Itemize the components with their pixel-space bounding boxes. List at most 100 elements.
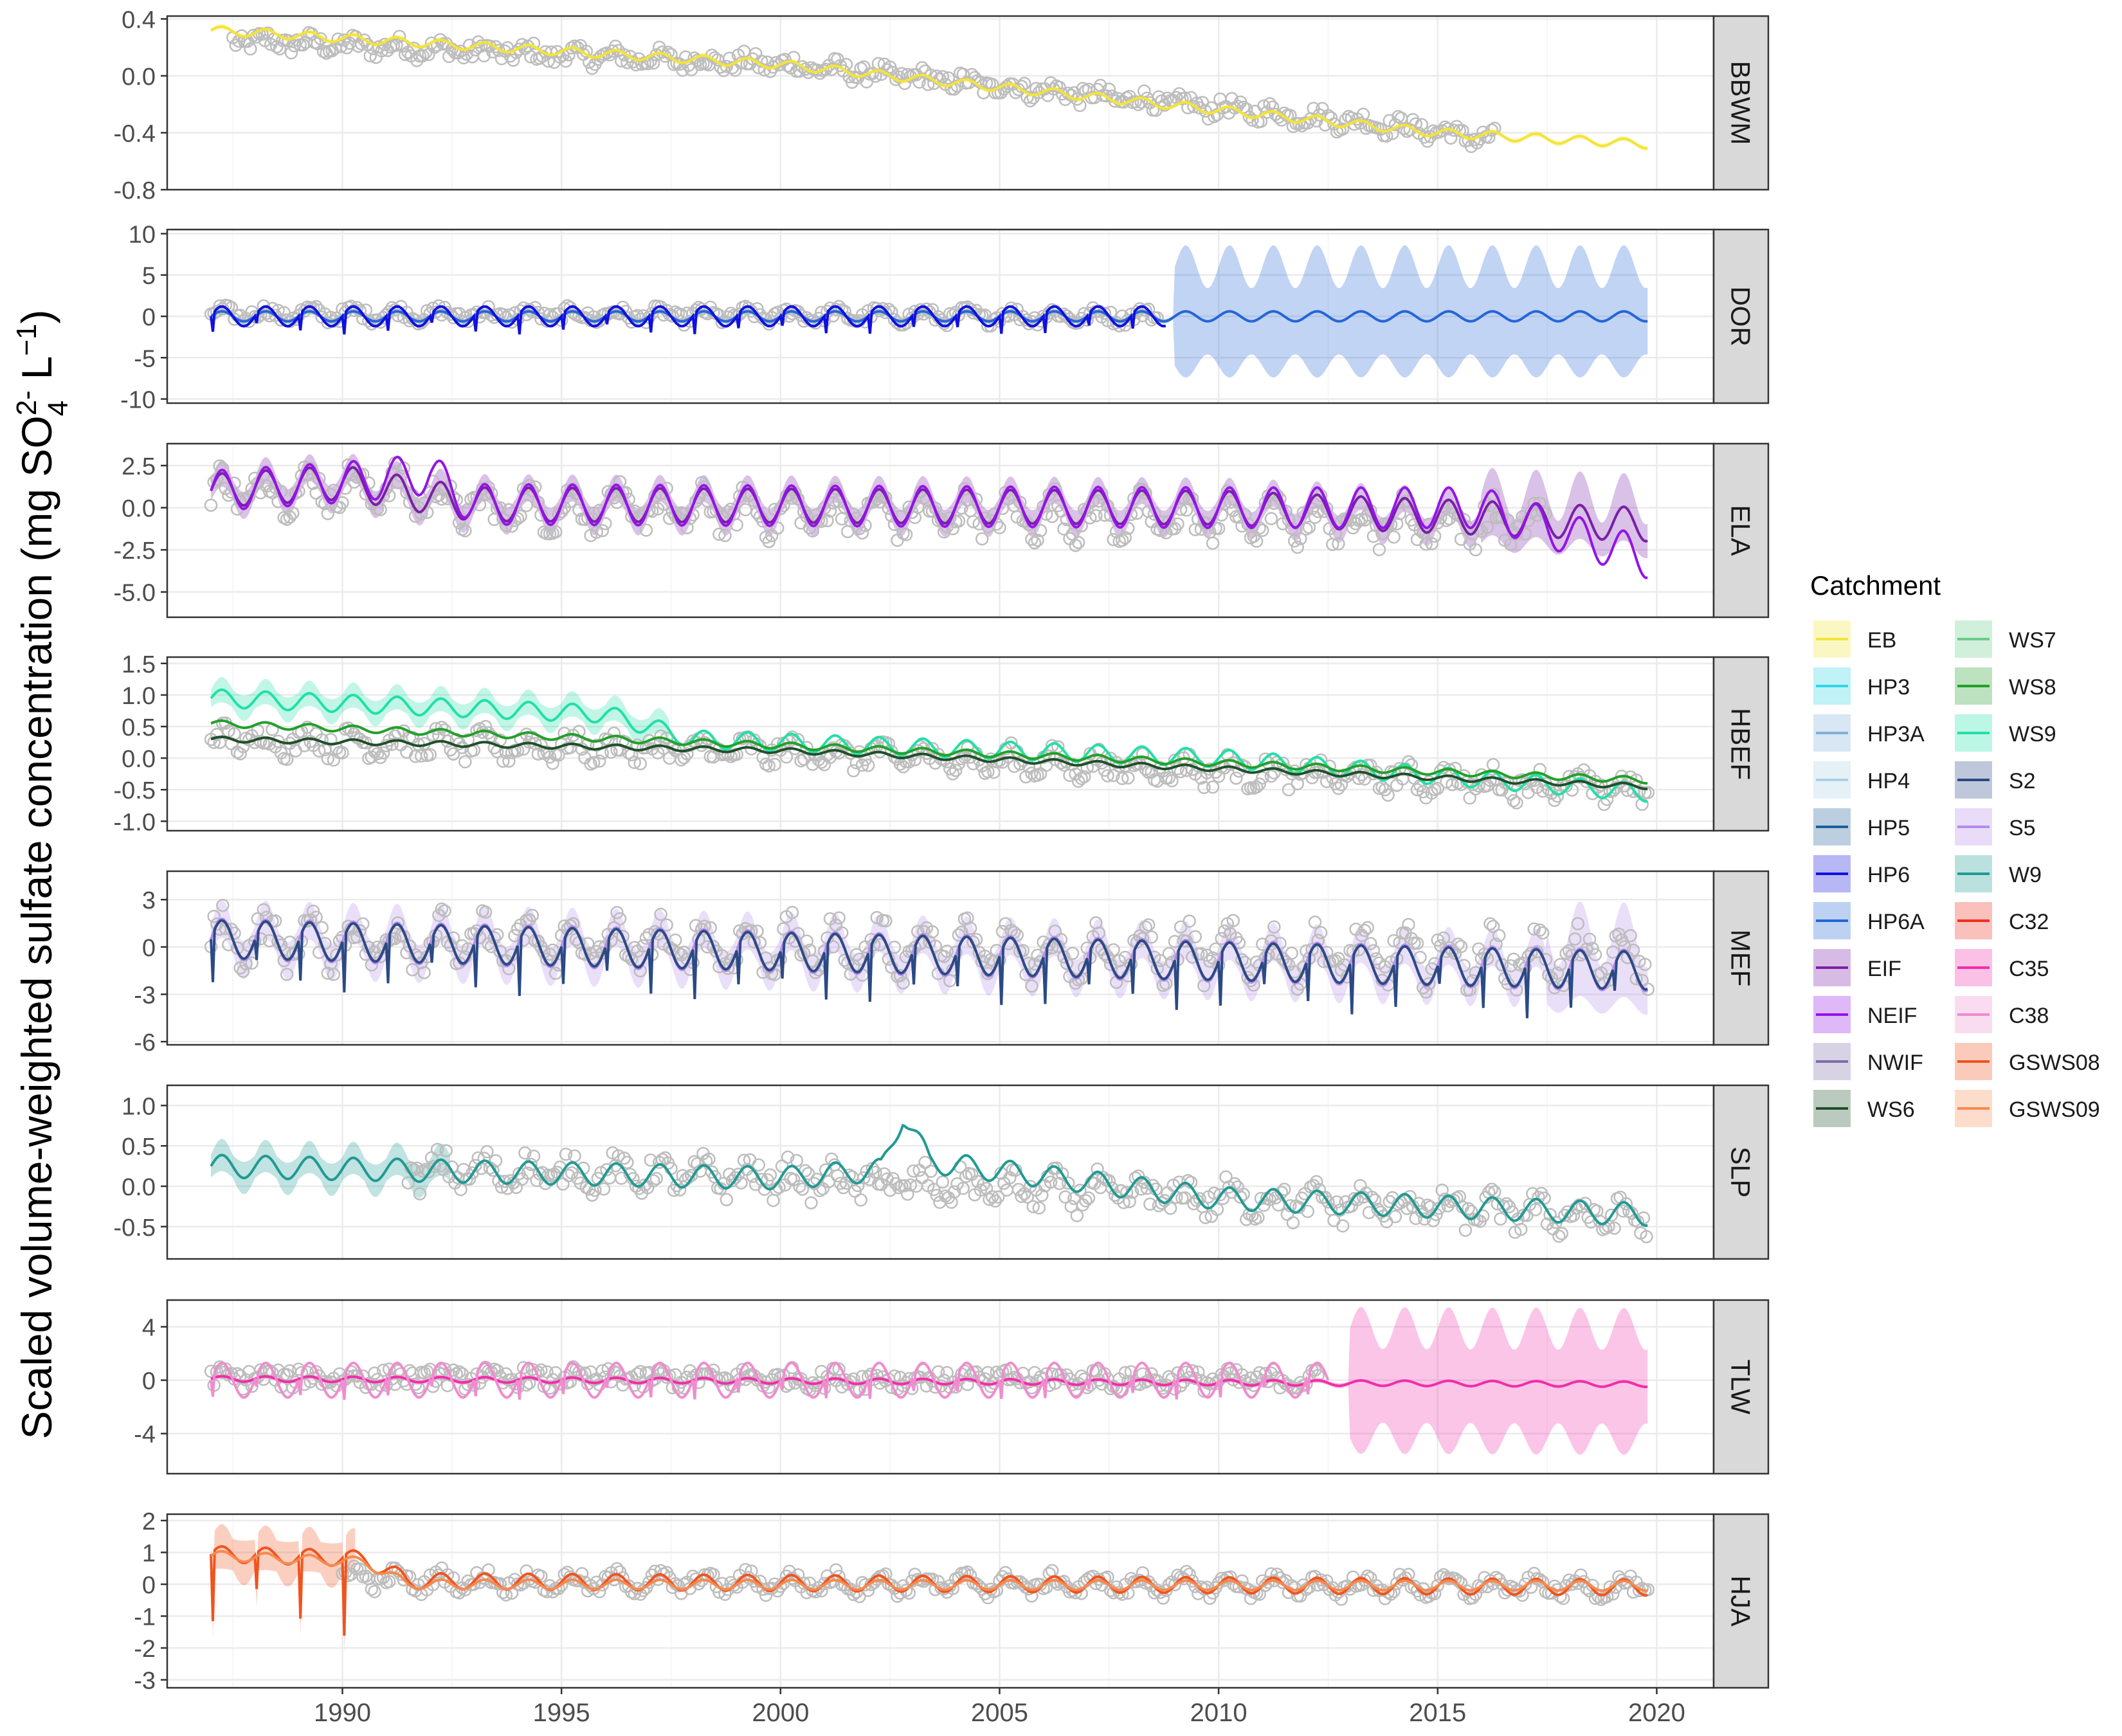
- data-point: [1483, 917, 1497, 931]
- data-point: [730, 518, 743, 532]
- data-point: [1141, 918, 1156, 932]
- facet-mef: 3 0 -3 -6 MEF: [134, 870, 1770, 1056]
- data-point: [718, 529, 732, 543]
- data-point: [1264, 769, 1278, 783]
- line-s2: [210, 919, 1648, 1018]
- data-point: [1640, 1230, 1653, 1243]
- data-point: [1127, 492, 1141, 505]
- y-tick-label: 3: [142, 887, 156, 914]
- data-point: [1019, 313, 1033, 327]
- data-point: [1123, 1195, 1136, 1208]
- data-point: [1016, 944, 1030, 957]
- data-point: [1554, 957, 1567, 972]
- data-point: [546, 943, 559, 957]
- data-point: [795, 1182, 810, 1196]
- data-point: [752, 1158, 766, 1172]
- data-point: [1264, 512, 1278, 525]
- plot-area: [204, 245, 1648, 378]
- data-point: [1267, 920, 1281, 934]
- data-point: [1469, 543, 1483, 557]
- facet-strip: [1712, 870, 1770, 1046]
- facet-label: SLP: [1726, 1146, 1756, 1197]
- plot-area: [210, 1524, 1655, 1653]
- data-point: [283, 510, 297, 524]
- data-point: [1536, 784, 1550, 798]
- data-point: [1495, 958, 1509, 972]
- data-point: [562, 1169, 576, 1182]
- data-point: [1291, 777, 1305, 791]
- data-point: [921, 78, 935, 91]
- facet-label: MEF: [1726, 930, 1756, 987]
- data-point: [1233, 1190, 1247, 1204]
- data-point: [251, 912, 265, 926]
- data-point: [309, 910, 323, 924]
- data-point: [1037, 500, 1050, 513]
- data-point: [1206, 780, 1220, 794]
- data-point: [646, 1174, 660, 1188]
- data-point: [1165, 774, 1179, 788]
- data-point: [1256, 523, 1269, 538]
- data-point: [592, 1585, 606, 1598]
- y-tick-label: 10: [129, 221, 156, 248]
- data-point: [1229, 771, 1243, 785]
- data-point: [331, 32, 345, 46]
- data-point: [940, 945, 954, 958]
- data-point: [961, 1565, 974, 1579]
- data-point: [720, 1193, 734, 1206]
- data-point: [376, 746, 390, 760]
- data-point: [1199, 1211, 1212, 1224]
- x-tick-label: 2000: [752, 1699, 809, 1727]
- data-point: [525, 909, 540, 922]
- data-point: [1462, 1202, 1475, 1216]
- data-point: [857, 1171, 871, 1185]
- data-point: [702, 1152, 716, 1166]
- data-point: [1431, 1578, 1445, 1593]
- data-point: [763, 1168, 777, 1182]
- data-point: [1466, 1591, 1480, 1605]
- data-point: [1211, 521, 1226, 536]
- data-point: [236, 964, 250, 978]
- facet-hja: 2 1 0 -1 -2 -3 HJA: [134, 1508, 1770, 1695]
- plot-area: [204, 677, 1655, 811]
- data-point: [444, 307, 457, 321]
- line-gsws08: [210, 1545, 1648, 1636]
- data-point: [428, 1159, 441, 1173]
- y-tick-label: -3: [134, 982, 156, 1009]
- y-tick-label: 4: [142, 1315, 156, 1342]
- legend-item-s2: S2: [1955, 761, 2036, 799]
- data-point: [1263, 97, 1276, 111]
- y-tick-label: -4: [134, 1422, 156, 1449]
- legend-label: WS8: [2009, 675, 2056, 700]
- legend-item-hp5: HP5: [1813, 808, 1910, 845]
- data-point: [1053, 1177, 1066, 1190]
- data-point: [1069, 538, 1082, 552]
- panel-border: [166, 656, 1715, 832]
- data-point: [720, 59, 734, 73]
- data-point: [1444, 131, 1458, 145]
- facet-dor: 10 5 0 -5 -10 DOR: [120, 221, 1770, 414]
- data-point: [896, 976, 910, 990]
- data-point: [300, 720, 314, 734]
- data-point: [1528, 1203, 1543, 1216]
- data-point: [983, 1193, 996, 1206]
- data-point: [1305, 943, 1319, 956]
- data-point: [289, 486, 303, 500]
- data-point: [925, 925, 939, 939]
- data-point: [254, 1363, 268, 1377]
- data-point: [633, 1364, 648, 1379]
- data-point: [607, 921, 621, 935]
- y-tick-label: -0.5: [114, 777, 156, 804]
- data-point: [1053, 80, 1066, 95]
- data-point: [228, 927, 241, 940]
- data-point: [1524, 946, 1538, 960]
- facet-strip: [1712, 1084, 1770, 1260]
- facet-strip: [1712, 442, 1770, 619]
- gridlines: [167, 1514, 1714, 1688]
- data-point: [988, 1194, 1002, 1208]
- data-point: [785, 905, 799, 919]
- data-point: [621, 1155, 634, 1170]
- data-point: [540, 1585, 554, 1598]
- data-point: [727, 1578, 741, 1592]
- data-point: [446, 931, 460, 945]
- legend-label: WS6: [1867, 1098, 1915, 1122]
